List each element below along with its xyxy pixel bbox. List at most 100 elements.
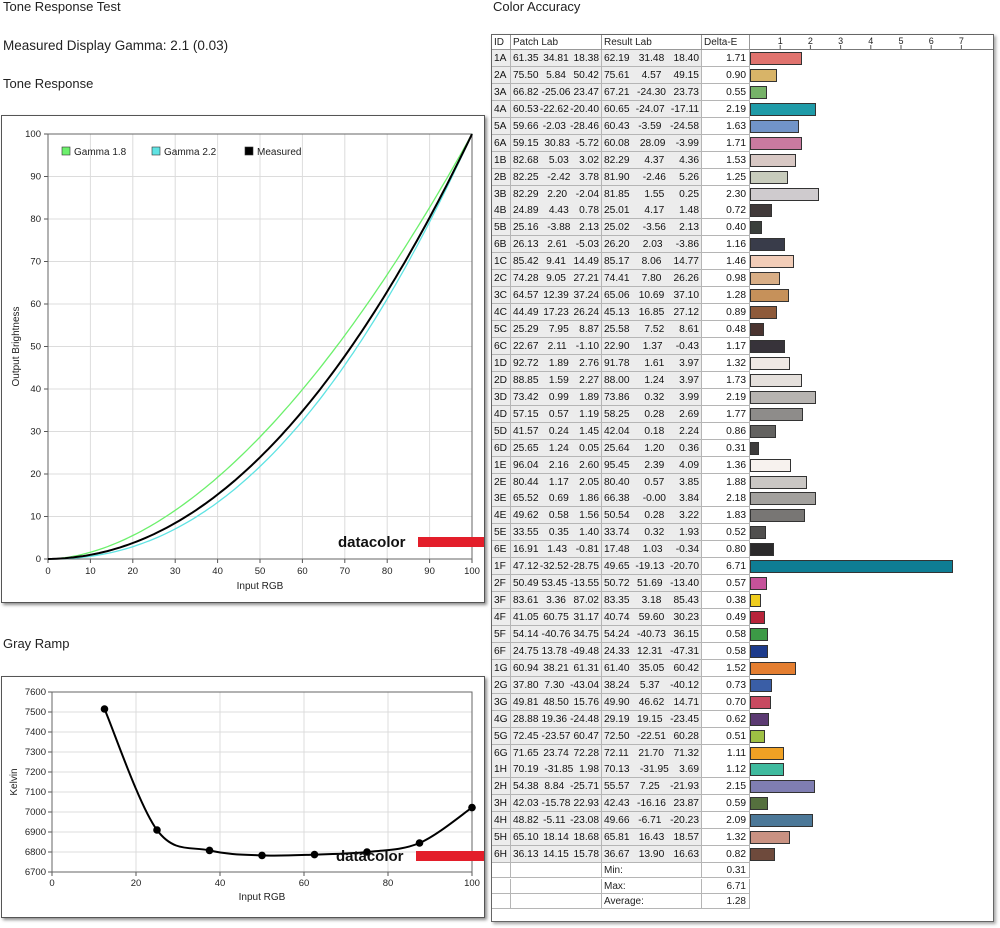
x-tick-label: 80 <box>383 878 394 889</box>
result-lab-value: 3.97 <box>679 374 699 386</box>
result-lab-cell: 85.17 8.06 14.77 <box>602 253 702 271</box>
x-axis-label: Input RGB <box>237 581 284 592</box>
datacolor-logo-bar <box>418 537 500 547</box>
patch-lab-value: 2.27 <box>579 374 599 386</box>
result-lab-cell: 65.81 16.43 18.57 <box>602 829 702 847</box>
result-lab-value: 45.13 <box>604 307 630 319</box>
patch-lab-value: 82.68 <box>513 154 539 166</box>
color-accuracy-heading: Color Accuracy <box>493 0 581 14</box>
result-lab-value: 25.01 <box>604 205 630 217</box>
table-row: 5C 25.29 7.95 8.87 25.58 7.52 8.61 0.48 <box>492 321 993 339</box>
result-lab-value: 8.61 <box>679 324 699 336</box>
patch-lab-value: 49.81 <box>513 696 539 708</box>
delta-e-bar-cell <box>750 744 993 762</box>
result-lab-value: 1.55 <box>644 188 665 200</box>
patch-lab-cell: 74.28 9.05 27.21 <box>511 270 602 288</box>
delta-e-bar <box>750 509 806 523</box>
kelvin-point <box>153 826 161 834</box>
delta-e-value: 0.58 <box>702 642 750 660</box>
result-lab-value: 1.48 <box>679 205 699 217</box>
result-lab-cell: 73.86 0.32 3.99 <box>602 388 702 406</box>
delta-e-value: 0.58 <box>702 625 750 643</box>
table-row: 3B 82.29 2.20 -2.04 81.85 1.55 0.25 2.30 <box>492 185 993 203</box>
delta-e-value: 0.86 <box>702 422 750 440</box>
y-tick-label: 70 <box>30 257 41 268</box>
delta-e-bar <box>750 526 766 540</box>
patch-id: 6A <box>492 134 511 152</box>
result-lab-cell: 50.72 51.69 -13.40 <box>602 575 702 593</box>
result-lab-value: 28.09 <box>639 137 666 149</box>
result-lab-value: 60.42 <box>673 662 700 674</box>
datacolor-logo: datacolor <box>336 848 498 865</box>
plot-area <box>52 692 472 872</box>
result-lab-value: 1.20 <box>644 442 665 454</box>
patch-lab-value: 41.57 <box>513 425 539 437</box>
table-row: 1D 92.72 1.89 2.76 91.78 1.61 3.97 1.32 <box>492 354 993 372</box>
summary-value: 6.71 <box>702 878 750 894</box>
table-row: 2B 82.25 -2.42 3.78 81.90 -2.46 5.26 1.25 <box>492 168 993 186</box>
result-lab-cell: 25.58 7.52 8.61 <box>602 321 702 339</box>
delta-e-value: 2.19 <box>702 388 750 406</box>
kelvin-point <box>205 846 214 855</box>
patch-lab-value: 0.69 <box>548 493 569 505</box>
result-lab-cell: 65.06 10.69 37.10 <box>602 287 702 305</box>
delta-e-bar-cell <box>750 625 993 643</box>
result-lab-value: 38.24 <box>604 679 630 691</box>
patch-lab-cell: 36.13 14.15 15.78 <box>511 846 602 864</box>
patch-lab-value: -23.57 <box>541 730 571 742</box>
patch-lab-value: 14.15 <box>543 849 569 861</box>
kelvin-point <box>258 851 266 860</box>
result-lab-value: 66.38 <box>604 493 630 505</box>
datacolor-logo-text: datacolor <box>336 848 404 865</box>
delta-e-bar-cell <box>750 168 993 186</box>
result-lab-value: 95.45 <box>604 459 630 471</box>
summary-blank <box>492 863 511 879</box>
patch-lab-value: 2.05 <box>579 476 599 488</box>
delta-e-bar-cell <box>750 337 993 355</box>
delta-e-value: 1.17 <box>702 337 750 355</box>
delta-e-value: 0.70 <box>702 693 750 711</box>
patch-id: 6C <box>492 337 511 355</box>
patch-lab-value: -22.62 <box>539 103 569 115</box>
result-lab-value: 19.15 <box>637 713 663 725</box>
patch-lab-value: 0.58 <box>548 510 569 522</box>
result-lab-cell: 72.11 21.70 71.32 <box>602 744 702 762</box>
patch-lab-value: 72.28 <box>573 747 600 759</box>
result-lab-value: 0.25 <box>679 188 699 200</box>
result-lab-value: -13.40 <box>670 578 699 590</box>
result-lab-value: 0.32 <box>644 391 665 403</box>
patch-lab-cell: 72.45 -23.57 60.47 <box>511 727 602 745</box>
delta-e-bar-cell <box>750 524 993 542</box>
patch-lab-value: 75.50 <box>513 69 539 81</box>
delta-e-bar <box>750 272 780 286</box>
patch-lab-value: 8.84 <box>544 781 565 793</box>
patch-lab-value: 38.21 <box>543 662 569 674</box>
result-lab-value: 29.19 <box>604 713 630 725</box>
patch-lab-value: -32.52 <box>539 561 569 573</box>
result-lab-value: 16.43 <box>638 832 665 844</box>
result-lab-value: -31.95 <box>639 764 669 776</box>
x-tick-label: 0 <box>49 878 54 889</box>
patch-lab-cell: 49.81 48.50 15.76 <box>511 693 602 711</box>
delta-e-value: 0.59 <box>702 795 750 813</box>
x-tick-label: 80 <box>382 566 393 577</box>
y-axis-label: Output Brightness <box>11 306 22 386</box>
x-tick-label: 40 <box>215 878 226 889</box>
patch-lab-cell: 57.15 0.57 1.19 <box>511 405 602 423</box>
patch-lab-cell: 92.72 1.89 2.76 <box>511 354 602 372</box>
col-header-result-lab: Result Lab <box>602 35 702 50</box>
result-lab-value: 1.93 <box>679 527 699 539</box>
delta-e-value: 1.77 <box>702 405 750 423</box>
result-lab-value: -16.16 <box>637 798 666 810</box>
table-row: 6D 25.65 1.24 0.05 25.64 1.20 0.36 0.31 <box>492 439 993 457</box>
table-row: 6H 36.13 14.15 15.78 36.67 13.90 16.63 0.82 <box>492 846 993 864</box>
result-lab-value: 7.52 <box>644 324 665 336</box>
summary-label: Min: <box>602 863 702 879</box>
result-lab-value: 59.60 <box>638 612 665 624</box>
delta-e-scale-header: 1 2 3 4 5 6 7 <box>750 35 993 50</box>
result-lab-value: 42.04 <box>604 425 630 437</box>
table-row: 2G 37.80 7.30 -43.04 38.24 5.37 -40.12 0.73 <box>492 676 993 694</box>
delta-e-bar <box>750 560 953 574</box>
delta-e-value: 0.73 <box>702 676 750 694</box>
patch-lab-value: -24.48 <box>570 713 599 725</box>
